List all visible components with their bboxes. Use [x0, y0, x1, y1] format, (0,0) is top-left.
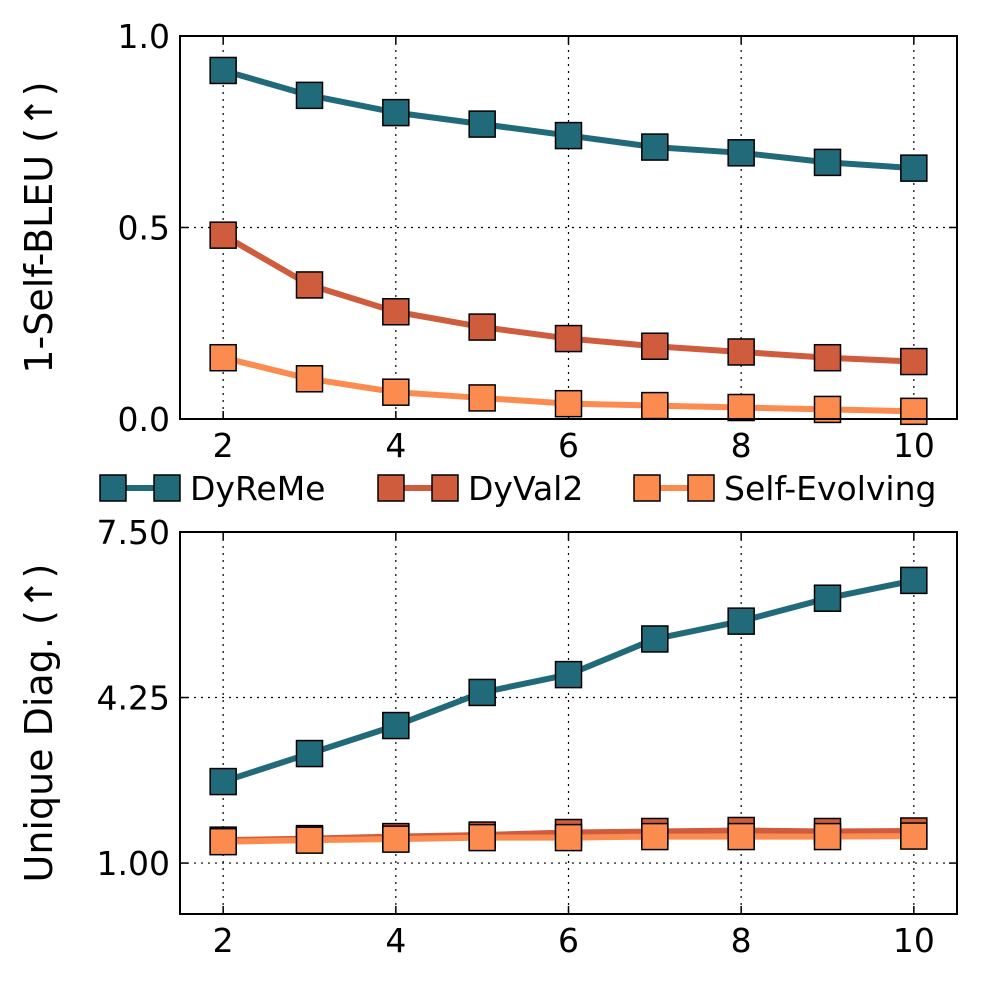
data-point-dyval2	[727, 338, 755, 366]
data-point-self-evolving	[554, 389, 583, 418]
data-point-self-evolving	[382, 825, 410, 853]
data-point-dyreme	[209, 767, 237, 796]
data-point-dyval2	[900, 347, 928, 376]
legend-label: DyVal2	[468, 469, 583, 508]
data-point-self-evolving	[468, 384, 496, 412]
legend-marker	[377, 474, 405, 502]
x-tick-label: 4	[385, 921, 406, 960]
y-tick-label: 1.0	[118, 17, 170, 56]
y-tick-label: 4.25	[97, 679, 170, 718]
plot-frame	[179, 531, 958, 915]
top-panel: 2 4 6 8 10 0.0 0.5 1.0 1-Self-BLEU (↑)	[17, 17, 958, 465]
data-point-dyval2	[554, 324, 583, 353]
x-tick-label: 2	[213, 921, 234, 960]
data-point-dyreme	[295, 81, 324, 110]
x-tick-label: 10	[893, 426, 935, 465]
y-axis-label: Unique Diag. (↑)	[17, 564, 61, 883]
x-tick-label: 8	[731, 426, 752, 465]
data-point-self-evolving	[382, 378, 410, 406]
data-point-self-evolving	[727, 393, 755, 422]
data-point-dyreme	[295, 739, 324, 768]
data-point-self-evolving	[727, 822, 755, 851]
legend-item-dyval2: DyVal2	[377, 469, 583, 508]
data-point-self-evolving	[900, 822, 928, 850]
data-point-dyreme	[382, 711, 410, 740]
legend-item-self-evolving: Self-Evolving	[633, 469, 936, 508]
data-point-self-evolving	[554, 823, 583, 852]
legend-label: Self-Evolving	[724, 469, 936, 508]
legend-marker	[99, 474, 127, 502]
y-tick-label: 7.50	[97, 513, 170, 552]
y-axis-label: 1-Self-BLEU (↑)	[17, 81, 61, 373]
data-point-dyreme	[900, 154, 928, 182]
y-tick-label: 0.5	[118, 209, 170, 248]
x-tick-label: 4	[385, 426, 406, 465]
legend-item-dyreme: DyReMe	[99, 469, 325, 508]
data-point-dyreme	[382, 98, 410, 127]
data-point-dyreme	[727, 607, 755, 635]
data-point-dyval2	[468, 313, 496, 341]
data-point-dyreme	[554, 121, 583, 150]
data-point-self-evolving	[468, 823, 496, 852]
data-point-self-evolving	[209, 343, 237, 372]
data-point-self-evolving	[295, 365, 324, 393]
data-point-dyreme	[468, 678, 496, 707]
x-tick-label: 6	[558, 921, 579, 960]
bottom-panel: 2 4 6 8 10 1.00 4.25 7.50 Unique Diag. (↑)	[17, 513, 958, 960]
legend-marker	[687, 474, 715, 502]
x-tick-label: 6	[558, 426, 579, 465]
data-point-self-evolving	[813, 822, 842, 851]
data-point-self-evolving	[641, 822, 669, 851]
data-point-self-evolving	[295, 826, 324, 854]
legend-marker	[431, 474, 459, 502]
data-point-dyreme	[468, 110, 496, 138]
data-point-dyreme	[641, 133, 669, 161]
data-point-dyreme	[813, 584, 842, 612]
data-point-dyreme	[813, 148, 842, 177]
legend-marker	[633, 474, 661, 502]
legend: DyReMe DyVal2 Self-Evolving	[99, 469, 936, 508]
y-tick-label: 1.00	[97, 844, 170, 883]
data-point-self-evolving	[900, 397, 928, 426]
data-point-dyreme	[727, 139, 755, 167]
data-point-dyval2	[382, 298, 410, 326]
plot-frame	[179, 35, 958, 420]
data-point-self-evolving	[641, 391, 669, 420]
x-tick-label: 10	[893, 921, 935, 960]
y-tick-label: 0.0	[118, 400, 170, 439]
data-point-dyval2	[209, 221, 237, 249]
legend-marker	[153, 474, 181, 502]
data-point-dyreme	[554, 660, 583, 689]
legend-label: DyReMe	[190, 469, 325, 508]
x-tick-label: 2	[213, 426, 234, 465]
data-point-self-evolving	[209, 827, 237, 856]
data-point-dyreme	[641, 625, 669, 653]
data-point-dyval2	[641, 332, 669, 360]
data-point-dyval2	[813, 343, 842, 372]
data-point-dyreme	[900, 566, 928, 595]
x-tick-label: 8	[731, 921, 752, 960]
data-point-dyval2	[295, 271, 324, 299]
data-point-dyreme	[209, 56, 237, 85]
